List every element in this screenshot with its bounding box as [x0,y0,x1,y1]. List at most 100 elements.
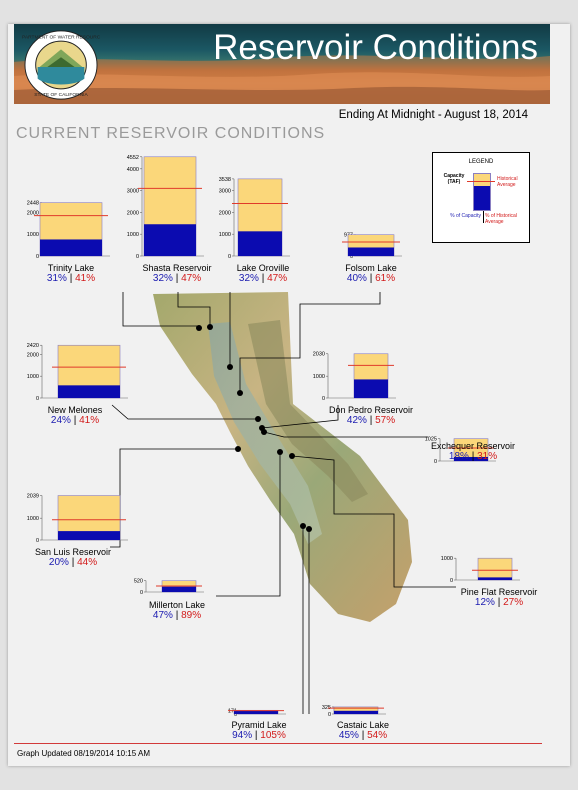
dwr-seal-logo: DEPARTMENT OF WATER RESOURCES STATE OF C… [22,30,100,100]
svg-text:STATE OF CALIFORNIA: STATE OF CALIFORNIA [34,92,88,98]
chart-shasta-reservoir: 0 1000 2000 3000 4000 4552 [127,155,213,330]
reservoir-location-dot [235,446,241,452]
leader-line [263,431,428,438]
tick-label: 2000 [127,210,139,216]
leader-line [111,404,258,420]
chart-new-melones: 0 1000 2000 2420 [27,343,261,422]
reservoir-percentages: 94% | 105% [230,730,288,741]
pct-of-capacity: 45% [338,730,359,741]
tick-label: 2000 [219,210,231,216]
tick-label: 520 [134,579,143,585]
chart-don-pedro-reservoir: 0 1000 2030 [259,352,396,431]
legend-historical-line [467,181,495,182]
reservoir-charts-layer: 0 1000 2000 2448 0 1000 2000 3000 4000 4552 0 1000 2… [27,155,520,718]
reporting-date: Ending At Midnight - August 18, 2014 [338,109,528,121]
reservoir-percentages: 31% | 41% [36,273,106,284]
reservoir-name: Don Pedro Reservoir [328,405,414,415]
pct-of-capacity: 18% [448,451,469,462]
pct-of-capacity: 32% [238,273,259,284]
pct-of-capacity: 47% [152,610,173,621]
graph-updated-timestamp: Graph Updated 08/19/2014 10:15 AM [17,749,150,758]
tick-label: 1025 [425,437,437,443]
reservoir-percentages: 32% | 47% [136,273,218,284]
storage-bar [348,247,394,256]
reservoir-name: New Melones [47,405,103,415]
pct-separator: | [68,557,78,568]
capacity-bar [477,557,513,581]
reservoir-location-dot [289,453,295,459]
pct-of-historical-average: 57% [375,415,396,426]
reservoir-name: Pyramid Lake [231,720,287,730]
legend-separator [483,211,484,223]
pct-of-capacity: 94% [232,730,253,741]
pct-of-historical-average: 61% [375,273,396,284]
leader-line [261,405,339,429]
storage-bar [144,224,196,256]
reservoir-percentages: 32% | 47% [234,273,292,284]
tick-label: 0 [136,254,139,260]
tick-label: 0 [140,590,143,596]
tick-label: 2039 [27,494,39,500]
reservoir-percentages: 12% | 27% [456,597,542,608]
pct-of-historical-average: 31% [477,451,498,462]
pct-of-historical-average: 54% [367,730,388,741]
tick-label: 4552 [127,155,139,161]
pct-separator: | [258,273,268,284]
chart-pine-flat-reservoir: 0 1000 [289,453,520,588]
tick-label: 1000 [219,232,231,238]
pct-separator: | [366,415,376,426]
report-sheet: DEPARTMENT OF WATER RESOURCES STATE OF C… [8,24,570,766]
footer-divider [14,743,542,744]
tick-label: 3000 [219,189,231,195]
reservoir-percentages: 45% | 54% [334,730,392,741]
pct-separator: | [252,730,261,741]
tick-label: 1000 [27,374,39,380]
reservoir-location-dot [196,325,202,331]
leader-line [239,292,381,393]
pct-of-capacity: 20% [48,557,69,568]
tick-label: 325 [322,705,331,711]
tick-label: 1000 [441,556,453,562]
storage-bar [58,531,120,540]
leader-line [291,455,456,588]
tick-label: 0 [36,538,39,544]
tick-label: 4000 [127,167,139,173]
reservoir-name: Castaic Lake [336,720,390,730]
tick-label: 1000 [313,374,325,380]
storage-bar [454,456,488,461]
reservoir-name: Exchequer Reservoir [430,441,516,451]
pct-separator: | [358,730,368,741]
tick-label: 0 [450,578,453,584]
storage-bar [58,385,120,398]
tick-label: 0 [234,712,237,718]
reservoir-name: Lake Oroville [236,263,290,273]
svg-text:DEPARTMENT OF WATER RESOURCES: DEPARTMENT OF WATER RESOURCES [22,35,100,41]
tick-label: 2000 [27,210,39,216]
reservoir-location-dot [261,429,267,435]
chart-folsom-lake: 0977 [237,233,402,396]
reservoir-percentages: 40% | 61% [338,273,404,284]
tick-label: 0 [36,396,39,402]
pct-of-capacity: 32% [152,273,173,284]
tick-label: 171 [228,708,237,714]
chart-lake-oroville: 0 1000 2000 3000 3538 [219,177,290,370]
pct-of-historical-average: 27% [503,597,524,608]
leader-line [110,448,238,548]
legend-box: LEGEND Capacity (TAF) Historical Average… [432,152,530,243]
tick-label: 3538 [219,177,231,183]
reservoir-name: Trinity Lake [47,263,95,273]
leader-line [177,292,211,327]
pct-of-historical-average: 47% [181,273,202,284]
pct-of-historical-average: 47% [267,273,288,284]
pct-separator: | [366,273,376,284]
pct-separator: | [494,597,504,608]
storage-bar [354,379,388,398]
reservoir-location-dot [306,526,312,532]
pct-separator: | [172,610,182,621]
reservoir-name: Folsom Lake [345,263,397,273]
reservoir-name: Pine Flat Reservoir [460,587,538,597]
header-banner: DEPARTMENT OF WATER RESOURCES STATE OF C… [14,24,550,104]
pct-of-capacity: 12% [474,597,495,608]
